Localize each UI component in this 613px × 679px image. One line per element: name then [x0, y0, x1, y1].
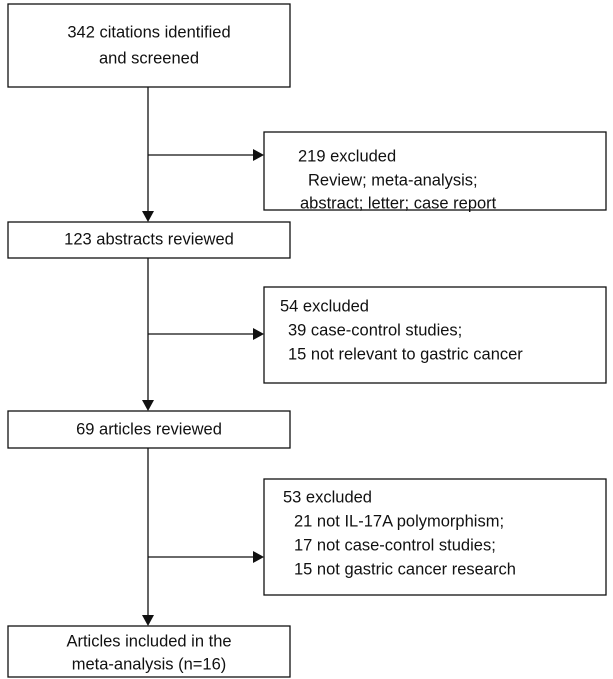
box-text: 17 not case-control studies; — [294, 536, 496, 554]
box — [263, 286, 607, 384]
box-text: Review; meta-analysis; — [308, 171, 478, 189]
box-text: 69 articles reviewed — [76, 420, 222, 438]
arrowhead — [253, 328, 264, 340]
box — [7, 625, 291, 678]
box-text: 54 excluded — [280, 297, 369, 315]
box — [7, 3, 291, 88]
box — [263, 478, 607, 596]
box-text: 21 not IL-17A polymorphism; — [294, 512, 504, 530]
box-text: 342 citations identified — [67, 23, 230, 41]
box-text: 15 not gastric cancer research — [294, 560, 516, 578]
box-text: 39 case-control studies; — [288, 321, 462, 339]
box-text: meta-analysis (n=16) — [72, 655, 227, 673]
box-text: 123 abstracts reviewed — [64, 230, 234, 248]
arrowhead — [253, 149, 264, 161]
box-text: 219 excluded — [298, 147, 396, 165]
arrowhead — [253, 551, 264, 563]
box — [7, 410, 291, 449]
arrowhead — [142, 211, 154, 222]
box — [7, 221, 291, 259]
arrowhead — [142, 615, 154, 626]
box-text: Articles included in the — [66, 632, 231, 650]
arrowhead — [142, 400, 154, 411]
box-text: 53 excluded — [283, 488, 372, 506]
box-text: abstract; letter; case report — [300, 194, 497, 212]
box — [263, 131, 607, 211]
box-text: and screened — [99, 49, 199, 67]
box-text: 15 not relevant to gastric cancer — [288, 345, 523, 363]
